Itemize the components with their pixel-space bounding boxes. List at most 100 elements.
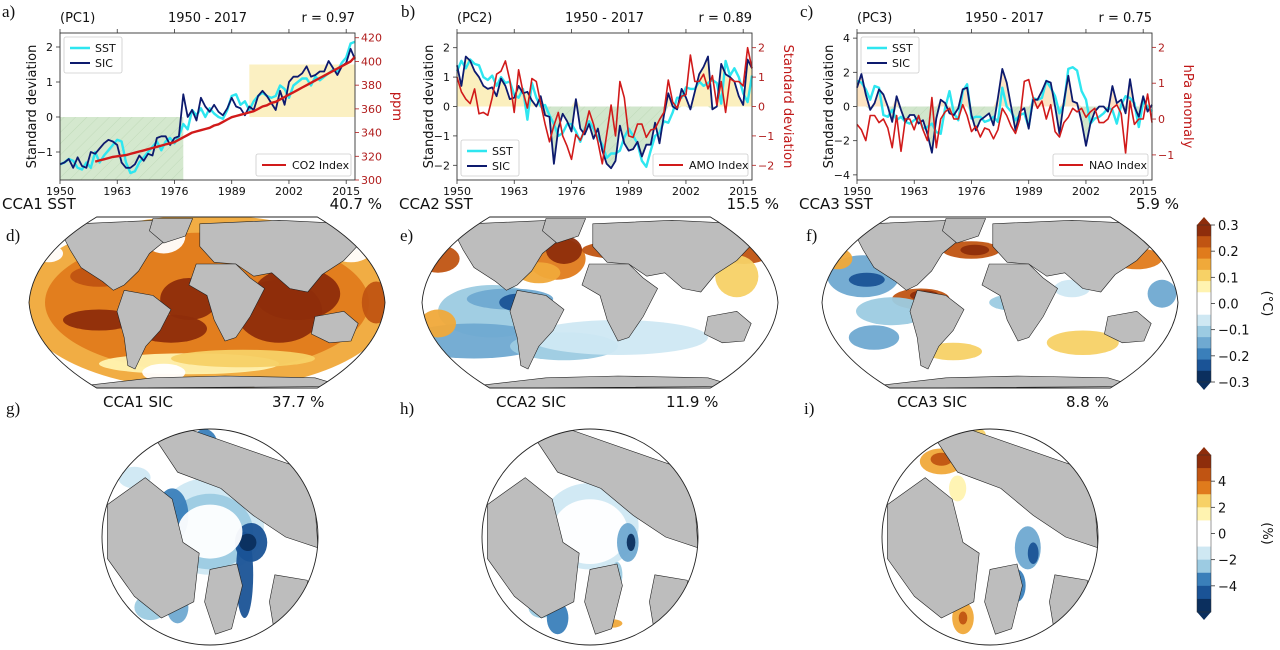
anomaly-contour xyxy=(946,488,1034,564)
legend-index-label: AMO Index xyxy=(689,159,749,172)
colorbar-bin xyxy=(1197,348,1211,361)
land-greenland xyxy=(149,218,194,244)
y-right-tick-label: 1 xyxy=(758,71,765,84)
land-mass xyxy=(269,574,313,635)
y-right-tick-label: 0 xyxy=(1158,113,1165,126)
land-africa xyxy=(981,263,1058,342)
anomaly-contour xyxy=(1147,279,1177,308)
title-center: 1950 - 2017 xyxy=(168,11,247,26)
timeseries-chart-a: 1950 1963 1976 1989 2002 2015 −1 0 1 2 300 320 340 36… xyxy=(2,11,404,213)
panel-label-b: b) xyxy=(401,2,416,21)
legend-sic-label: SIC xyxy=(95,57,113,70)
plot-frame xyxy=(59,32,356,181)
x-tick-label: 1963 xyxy=(900,185,928,198)
x-tick-label: 2002 xyxy=(1072,185,1100,198)
land-antarctica xyxy=(473,375,737,388)
y-right-axis-label: ppm xyxy=(389,92,404,121)
land-southAmerica xyxy=(116,289,172,370)
x-tick-label: 1950 xyxy=(46,185,74,198)
land-africa xyxy=(188,263,265,342)
colorbar-bin xyxy=(1197,225,1211,237)
legend-index-label: CO2 Index xyxy=(292,159,350,172)
positive-shading xyxy=(857,68,1152,107)
colorbar-label: (%) xyxy=(1259,522,1274,545)
land-mass xyxy=(649,574,693,635)
polar-body xyxy=(882,429,1098,645)
caption-cca2-sic-pct: 11.9 % xyxy=(666,393,719,411)
y-right-axis-label: Standard deviation xyxy=(780,45,795,169)
colorbar-bin xyxy=(1197,258,1211,271)
land-mass xyxy=(887,477,980,619)
y-axis-label: Standard deviation xyxy=(422,45,437,169)
panel-label-i: i) xyxy=(804,399,815,418)
caption-cca3-sic: CCA3 SIC xyxy=(897,393,967,411)
legend-index-box xyxy=(1052,153,1149,177)
legend-index-box xyxy=(652,153,749,177)
colorbar-bin xyxy=(1197,494,1211,508)
sic-line xyxy=(456,55,753,170)
x-tick-label: 1976 xyxy=(160,185,188,198)
x-tick-label: 2002 xyxy=(672,185,700,198)
legend-index-box xyxy=(255,153,352,177)
x-tick-label: 1976 xyxy=(957,185,985,198)
land-greenland xyxy=(542,218,587,244)
map-outline xyxy=(821,216,1179,389)
land-antarctica xyxy=(80,375,344,388)
map-body xyxy=(29,217,385,388)
colorbar-tick-label: 0.3 xyxy=(1218,219,1239,234)
colorbar-tick-label: 4 xyxy=(1218,475,1226,490)
legend-sic-label: SIC xyxy=(492,160,510,173)
land-mass xyxy=(1049,574,1093,635)
anomaly-contour xyxy=(856,297,928,326)
y-axis-label: Standard deviation xyxy=(822,45,837,169)
y-tick-label: 2 xyxy=(46,41,53,54)
panel-label-g: g) xyxy=(6,399,21,418)
title-center: 1950 - 2017 xyxy=(565,11,644,26)
colorbar-bin xyxy=(1197,314,1211,327)
colorbar-bin xyxy=(1197,585,1211,600)
y-right-tick-label: 0 xyxy=(758,101,765,114)
map-outline xyxy=(28,216,386,389)
anomaly-contour xyxy=(960,244,990,256)
caption-right: 5.9 % xyxy=(1136,195,1179,213)
anomaly-contour xyxy=(924,342,982,361)
y-right-tick-label: 300 xyxy=(361,174,382,187)
y-right-tick-label: −1 xyxy=(758,130,774,143)
panel-label-f: f) xyxy=(806,226,818,245)
x-tick-label: 1950 xyxy=(443,185,471,198)
title-left: (PC3) xyxy=(857,11,892,26)
colorbar-tick-label: 0 xyxy=(1218,528,1226,543)
anomaly-contour xyxy=(626,533,636,552)
land-mass xyxy=(107,477,200,619)
y-right-tick-label: 380 xyxy=(361,79,382,92)
map-body xyxy=(422,217,778,388)
title-right: r = 0.89 xyxy=(699,11,752,26)
legend-index-label: NAO Index xyxy=(1089,159,1147,172)
colorbar-bin xyxy=(1197,559,1211,574)
colorbar-bin xyxy=(1197,269,1211,282)
title-right: r = 0.75 xyxy=(1099,11,1152,26)
anomaly-contour xyxy=(253,267,341,320)
anomaly-contour xyxy=(422,309,456,338)
anomaly-contour xyxy=(848,325,900,350)
y-right-tick-label: −2 xyxy=(758,159,774,172)
negative-hatch xyxy=(857,106,1152,153)
panel-label-d: d) xyxy=(6,226,21,245)
land-australia xyxy=(311,310,359,344)
anomaly-contour xyxy=(177,504,243,559)
y-tick-label: −4 xyxy=(834,169,850,182)
x-tick-label: 1989 xyxy=(1015,185,1043,198)
anomaly-contour xyxy=(171,349,315,368)
y-tick-label: −1 xyxy=(37,146,53,159)
colorbar-bin xyxy=(1197,325,1211,338)
y-tick-label: −2 xyxy=(434,159,450,172)
anomaly-contour xyxy=(235,531,254,618)
x-tick-label: 2015 xyxy=(1129,185,1157,198)
legend-sst-label: SST xyxy=(892,42,913,55)
x-tick-label: 2015 xyxy=(729,185,757,198)
index-line xyxy=(94,55,356,163)
land-mass xyxy=(984,563,1023,635)
anomaly-contour xyxy=(239,533,257,552)
land-antarctica xyxy=(873,375,1137,388)
colorbar-bin xyxy=(1197,359,1211,372)
